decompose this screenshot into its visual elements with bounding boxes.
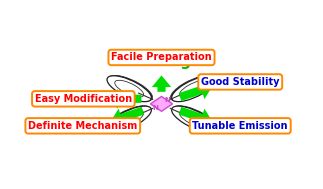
- Ellipse shape: [107, 76, 151, 102]
- Ellipse shape: [170, 75, 215, 101]
- Text: N: N: [164, 97, 170, 103]
- Ellipse shape: [173, 106, 217, 132]
- Text: Easy Modification: Easy Modification: [35, 94, 132, 104]
- Text: N: N: [153, 105, 159, 111]
- Ellipse shape: [107, 106, 151, 132]
- Polygon shape: [151, 97, 172, 111]
- Text: Definite Mechanism: Definite Mechanism: [28, 121, 137, 131]
- Ellipse shape: [172, 106, 216, 132]
- Ellipse shape: [172, 76, 216, 102]
- Ellipse shape: [106, 106, 150, 132]
- Text: Good Stability: Good Stability: [201, 77, 279, 87]
- Text: Tunable Emission: Tunable Emission: [193, 121, 288, 131]
- Ellipse shape: [108, 75, 153, 101]
- Text: Facile Preparation: Facile Preparation: [111, 52, 212, 62]
- Text: New AIEgen: New AIEgen: [110, 54, 213, 69]
